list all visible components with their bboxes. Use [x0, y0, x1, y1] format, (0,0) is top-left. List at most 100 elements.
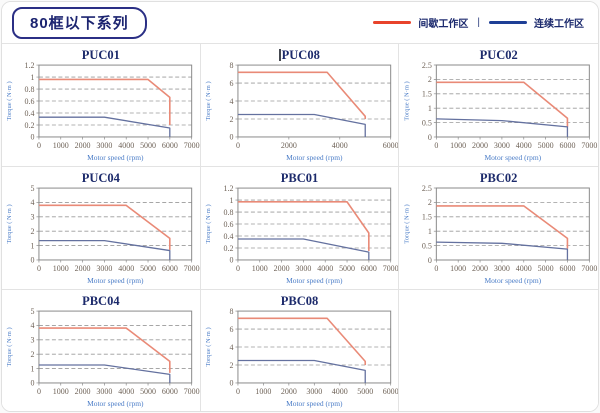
text-cursor [279, 49, 281, 61]
x-tick-label: 7000 [382, 264, 398, 273]
y-axis-label: Torque ( N·m ) [6, 81, 13, 120]
x-tick-label: 1000 [255, 387, 271, 396]
y-tick-label: 0 [30, 256, 34, 265]
y-tick-label: 5 [30, 185, 34, 193]
x-tick-label: 7000 [184, 141, 200, 150]
y-tick-label: 2.5 [422, 62, 432, 70]
x-tick-label: 0 [435, 264, 439, 273]
y-tick-label: 1.2 [24, 62, 34, 70]
x-tick-label: 2000 [75, 141, 91, 150]
y-axis-label: Torque ( N·m ) [6, 204, 13, 243]
x-axis-label: Motor speed (rpm) [485, 153, 542, 162]
y-tick-label: 0.2 [24, 121, 34, 130]
chart-legend: 间歇工作区 | 连续工作区 [373, 15, 584, 30]
y-tick-label: 2.5 [422, 185, 432, 193]
series-line-continuous [237, 238, 370, 260]
series-line-intermittent [436, 205, 569, 249]
chart-title-PUC01: PUC01 [81, 48, 120, 62]
y-tick-label: 0.5 [422, 241, 432, 250]
x-tick-label: 3000 [96, 264, 112, 273]
series-line-continuous [436, 118, 569, 137]
y-tick-label: 4 [30, 321, 34, 330]
x-tick-label: 2000 [75, 264, 91, 273]
chart-title-PBC02: PBC02 [479, 171, 518, 185]
panel-header: 80框以下系列 间歇工作区 | 连续工作区 [2, 2, 598, 43]
chart-cell-PBC04: PBC04 0 1 2 3 4 5 0 1000 2000 3000 4000 5000 6000 7000… [2, 290, 201, 411]
chart-PBC01: 0 0.2 0.4 0.6 0.8 1 1.2 0 1000 2000 3000 4000 5000 60… [205, 184, 399, 285]
series-line-intermittent [38, 204, 171, 250]
series-line-continuous [38, 116, 171, 137]
chart-title-PBC01: PBC01 [280, 171, 319, 185]
x-tick-label: 7000 [582, 264, 598, 273]
y-tick-label: 4 [229, 343, 233, 352]
series-line-intermittent [38, 327, 171, 373]
x-tick-label: 5000 [538, 264, 554, 273]
series-line-intermittent [237, 317, 366, 365]
x-tick-label: 5000 [140, 264, 156, 273]
continuous-line-swatch [489, 21, 527, 24]
y-tick-label: 0.4 [24, 109, 34, 118]
y-tick-label: 0 [428, 256, 432, 265]
x-tick-label: 4000 [331, 387, 347, 396]
y-tick-label: 8 [229, 62, 233, 70]
x-axis-label: Motor speed (rpm) [87, 276, 144, 285]
x-tick-label: 0 [37, 387, 41, 396]
y-tick-label: 0.6 [223, 220, 233, 229]
chart-cell-PUC04: PUC04 0 1 2 3 4 5 0 1000 2000 3000 4000 5000 6000 7000… [2, 167, 201, 290]
x-tick-label: 4000 [118, 264, 134, 273]
intermittent-line-swatch [373, 21, 412, 24]
y-tick-label: 1 [30, 241, 34, 250]
y-axis-label: Torque ( N·m ) [404, 204, 411, 243]
chart-PUC01: 0 0.2 0.4 0.6 0.8 1 1.2 0 1000 2000 3000 4000 5000 60… [6, 61, 200, 162]
x-tick-label: 1000 [53, 141, 69, 150]
y-tick-label: 1 [30, 73, 34, 82]
x-tick-label: 5000 [140, 387, 156, 396]
x-tick-label: 2000 [281, 387, 297, 396]
y-axis-label: Torque ( N·m ) [6, 327, 13, 366]
chart-cell-PBC01: PBC01 0 0.2 0.4 0.6 0.8 1 1.2 0 1000 2000 3000 4000 5… [200, 167, 400, 290]
x-tick-label: 4000 [118, 141, 134, 150]
x-axis-label: Motor speed (rpm) [87, 153, 144, 162]
y-axis-label: Torque ( N·m ) [404, 81, 411, 120]
plot-frame [38, 310, 193, 384]
y-tick-label: 1 [30, 364, 34, 373]
series-line-continuous [237, 359, 366, 383]
chart-title-PBC08: PBC08 [280, 294, 319, 308]
x-tick-label: 3000 [96, 387, 112, 396]
chart-cell-PUC01: PUC01 0 0.2 0.4 0.6 0.8 1 1.2 0 1000 2000 3000 4000 5… [2, 44, 201, 167]
x-tick-label: 5000 [538, 141, 554, 150]
y-tick-label: 0.8 [24, 85, 34, 94]
series-line-continuous [237, 113, 366, 137]
series-line-continuous [436, 241, 569, 260]
series-line-intermittent [38, 78, 171, 125]
x-tick-label: 1000 [451, 264, 467, 273]
plot-frame [436, 64, 591, 138]
y-tick-label: 2 [30, 227, 34, 236]
x-tick-label: 5000 [339, 264, 355, 273]
x-tick-label: 5000 [140, 141, 156, 150]
y-tick-label: 0 [30, 133, 34, 142]
chart-PBC02: 0 0.5 1 1.5 2 2.5 0 1000 2000 3000 4000 5000 6000 700… [404, 184, 598, 285]
chart-title-PUC04: PUC04 [81, 171, 120, 185]
y-tick-label: 0 [229, 379, 233, 388]
x-tick-label: 4000 [516, 264, 532, 273]
x-tick-label: 4000 [317, 264, 333, 273]
charts-grid: PUC01 0 0.2 0.4 0.6 0.8 1 1.2 0 1000 2000 3000 4000 5… [2, 43, 598, 411]
y-tick-label: 0.4 [223, 232, 233, 241]
x-tick-label: 2000 [281, 141, 297, 150]
chart-cell-PUC02: PUC02 0 0.5 1 1.5 2 2.5 0 1000 2000 3000 4000 5000 60… [399, 44, 598, 167]
y-tick-label: 1 [229, 196, 233, 205]
series-line-continuous [38, 239, 171, 260]
y-tick-label: 2 [428, 198, 432, 207]
x-tick-label: 6000 [162, 141, 178, 150]
x-tick-label: 1000 [53, 387, 69, 396]
series-line-continuous [38, 364, 171, 383]
y-tick-label: 0.2 [223, 244, 233, 253]
y-tick-label: 0 [229, 256, 233, 265]
chart-PBC04: 0 1 2 3 4 5 0 1000 2000 3000 4000 5000 6000 7000 Motor… [6, 307, 200, 408]
series-line-intermittent [436, 81, 569, 127]
x-axis-label: Motor speed (rpm) [87, 399, 144, 408]
plot-frame [237, 64, 391, 138]
x-tick-label: 0 [435, 141, 439, 150]
x-tick-label: 6000 [382, 387, 398, 396]
